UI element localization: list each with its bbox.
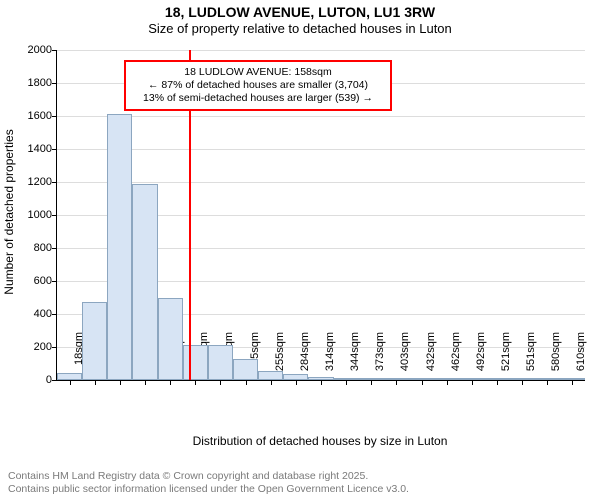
x-tick-mark	[120, 380, 121, 385]
x-tick-mark	[547, 380, 548, 385]
histogram-bar	[560, 378, 585, 380]
annotation-line: ← 87% of detached houses are smaller (3,…	[132, 79, 384, 92]
x-tick-mark	[396, 380, 397, 385]
x-tick-mark	[246, 380, 247, 385]
histogram-bar	[107, 114, 132, 380]
x-tick-mark	[522, 380, 523, 385]
histogram-bar	[484, 378, 509, 380]
x-tick-mark	[220, 380, 221, 385]
x-tick-mark	[321, 380, 322, 385]
x-tick-mark	[271, 380, 272, 385]
x-tick-mark	[70, 380, 71, 385]
histogram-bar	[409, 378, 434, 380]
chart-title-block: 18, LUDLOW AVENUE, LUTON, LU1 3RW Size o…	[0, 0, 600, 36]
annotation-line: 13% of semi-detached houses are larger (…	[132, 92, 384, 105]
y-tick-label: 1400	[12, 143, 52, 155]
title-line-1: 18, LUDLOW AVENUE, LUTON, LU1 3RW	[0, 4, 600, 21]
histogram-bar	[183, 345, 208, 380]
histogram-bar	[283, 374, 308, 380]
x-tick-mark	[497, 380, 498, 385]
title-line-2: Size of property relative to detached ho…	[0, 21, 600, 37]
x-tick-mark	[472, 380, 473, 385]
plot-area: 18 LUDLOW AVENUE: 158sqm← 87% of detache…	[56, 50, 585, 381]
x-tick-mark	[195, 380, 196, 385]
histogram-bar	[459, 378, 484, 380]
x-tick-mark	[422, 380, 423, 385]
x-tick-mark	[371, 380, 372, 385]
x-tick-mark	[572, 380, 573, 385]
y-tick-label: 400	[12, 308, 52, 320]
histogram-bar	[57, 373, 82, 380]
x-tick-mark	[296, 380, 297, 385]
histogram-bar	[132, 184, 157, 380]
y-tick-label: 1800	[12, 77, 52, 89]
footer-line-1: Contains HM Land Registry data © Crown c…	[8, 470, 409, 483]
y-tick-label: 600	[12, 275, 52, 287]
histogram-bar	[535, 378, 560, 380]
footer-attribution: Contains HM Land Registry data © Crown c…	[8, 470, 409, 496]
histogram-bar	[158, 298, 183, 381]
y-tick-label: 200	[12, 341, 52, 353]
y-tick-label: 1600	[12, 110, 52, 122]
y-tick-label: 1000	[12, 209, 52, 221]
y-tick-label: 800	[12, 242, 52, 254]
chart-container: Number of detached properties 18 LUDLOW …	[0, 42, 600, 452]
histogram-bar	[334, 378, 359, 380]
x-tick-mark	[170, 380, 171, 385]
x-tick-mark	[145, 380, 146, 385]
histogram-bar	[510, 378, 535, 380]
x-tick-mark	[346, 380, 347, 385]
histogram-bar	[258, 371, 283, 380]
annotation-line: 18 LUDLOW AVENUE: 158sqm	[132, 66, 384, 79]
histogram-bar	[434, 378, 459, 380]
histogram-bar	[233, 359, 258, 380]
y-tick-label: 2000	[12, 44, 52, 56]
y-tick-mark	[52, 380, 57, 381]
annotation-box: 18 LUDLOW AVENUE: 158sqm← 87% of detache…	[124, 60, 392, 111]
y-tick-label: 1200	[12, 176, 52, 188]
histogram-bar	[208, 345, 233, 380]
x-tick-mark	[95, 380, 96, 385]
histogram-bar	[384, 378, 409, 380]
y-tick-label: 0	[12, 374, 52, 386]
histogram-bar	[359, 378, 384, 380]
histogram-bar	[82, 302, 107, 380]
histogram-bar	[308, 377, 333, 380]
x-tick-mark	[447, 380, 448, 385]
x-axis-title: Distribution of detached houses by size …	[56, 434, 584, 448]
footer-line-2: Contains public sector information licen…	[8, 483, 409, 496]
